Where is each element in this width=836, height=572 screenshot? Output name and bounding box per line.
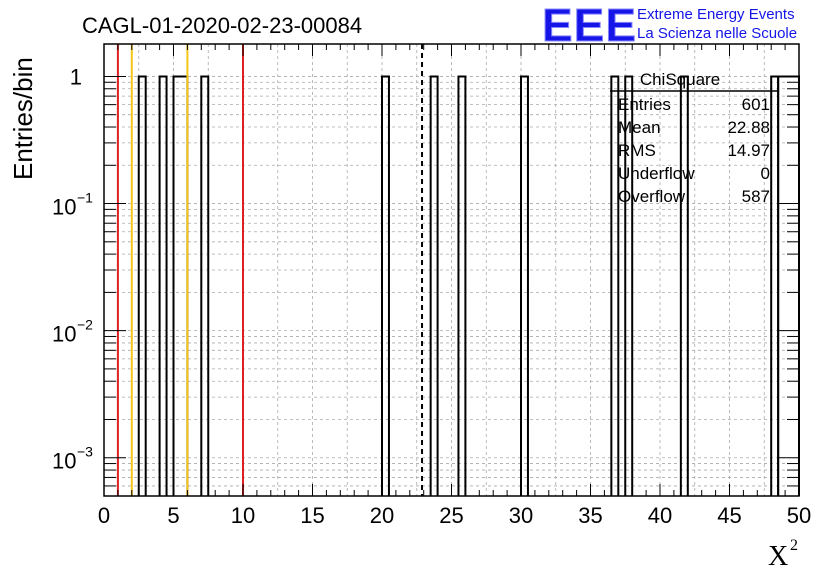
grid-lines — [104, 44, 799, 496]
marker-lines — [116, 44, 424, 496]
stats-row-value: 587 — [742, 187, 770, 206]
x-tick-label: 15 — [300, 503, 324, 528]
chart-title: CAGL-01-2020-02-23-00084 — [82, 13, 362, 38]
stats-row-value: 14.97 — [727, 141, 770, 160]
x-tick-label: 45 — [717, 503, 741, 528]
stats-row: Mean 22.88 — [618, 118, 770, 137]
y-tick-label-base: 10 — [52, 449, 76, 474]
y-tick-label: 10 −2 — [52, 317, 93, 347]
histogram-bin — [624, 75, 634, 496]
x-tick-label: 0 — [98, 503, 110, 528]
y-tick-label-exponent: −2 — [77, 317, 93, 333]
y-tick-label-exponent: −3 — [77, 444, 93, 460]
stats-row: RMS 14.97 — [618, 141, 770, 160]
axis-ticks — [103, 44, 800, 496]
y-tick-labels: 110−110−210−3 — [52, 64, 93, 473]
eee-logo-line2: La Scienza nelle Scuole — [637, 25, 797, 42]
x-tick-label: 30 — [509, 503, 533, 528]
histogram-bin — [679, 75, 689, 496]
histogram-bin — [610, 75, 620, 496]
stats-row-value: 0 — [761, 164, 770, 183]
eee-logo-line1: Extreme Energy Events — [637, 6, 795, 23]
x-tick-label: 50 — [787, 503, 811, 528]
histogram-bin — [381, 75, 390, 496]
histogram-bin — [158, 75, 168, 496]
x-tick-label: 5 — [167, 503, 179, 528]
stats-row-label: Overflow — [618, 187, 686, 206]
y-tick-label-base: 10 — [52, 322, 76, 347]
stats-box: ChiSquare Entries 601 Mean 22.88 RMS 14.97 Und… — [610, 70, 779, 206]
histogram-bin — [172, 75, 189, 496]
histogram-bin — [770, 75, 780, 496]
eee-logo-mark: EEE — [542, 0, 637, 51]
x-tick-label: 10 — [231, 503, 255, 528]
histogram-bins — [137, 75, 800, 496]
histogram-bin — [200, 75, 210, 496]
stats-row-value: 22.88 — [727, 118, 770, 137]
x-axis-label-base: X — [768, 541, 788, 572]
stats-row-label: RMS — [618, 141, 656, 160]
x-tick-label: 25 — [439, 503, 463, 528]
x-axis-label: X 2 — [768, 537, 798, 572]
stats-row-label: Underflow — [618, 164, 695, 183]
stats-row-value: 601 — [742, 95, 770, 114]
y-tick-label-base: 10 — [52, 195, 76, 220]
y-tick-label: 1 — [70, 64, 82, 89]
stats-row: Entries 601 — [618, 95, 770, 114]
y-tick-label: 10 −3 — [52, 444, 93, 474]
histogram-bin — [137, 75, 147, 496]
y-axis-label: Entries/bin — [8, 57, 38, 180]
histogram-bin — [429, 75, 439, 496]
stats-box-title: ChiSquare — [640, 70, 720, 89]
y-tick-label-exponent: −1 — [77, 190, 93, 206]
x-tick-label: 40 — [648, 503, 672, 528]
x-tick-labels: 0 5 10 15 20 25 30 35 40 45 50 — [98, 503, 811, 528]
stats-row: Overflow 587 — [618, 187, 770, 206]
stats-row-label: Mean — [618, 118, 661, 137]
stats-row-label: Entries — [618, 95, 671, 114]
x-axis-label-superscript: 2 — [790, 537, 798, 554]
eee-logo: EEE Extreme Energy Events La Scienza nel… — [542, 0, 798, 52]
x-tick-label: 20 — [370, 503, 394, 528]
histogram-bin — [520, 75, 529, 496]
histogram-bin — [777, 75, 800, 496]
stats-row: Underflow 0 — [618, 164, 770, 183]
x-tick-label: 35 — [578, 503, 602, 528]
histogram-bin — [457, 75, 467, 496]
stats-box-rows: Entries 601 Mean 22.88 RMS 14.97 Underflow 0 Ove… — [618, 95, 770, 206]
y-tick-label-base: 1 — [70, 64, 82, 89]
y-tick-label: 10 −1 — [52, 190, 93, 220]
